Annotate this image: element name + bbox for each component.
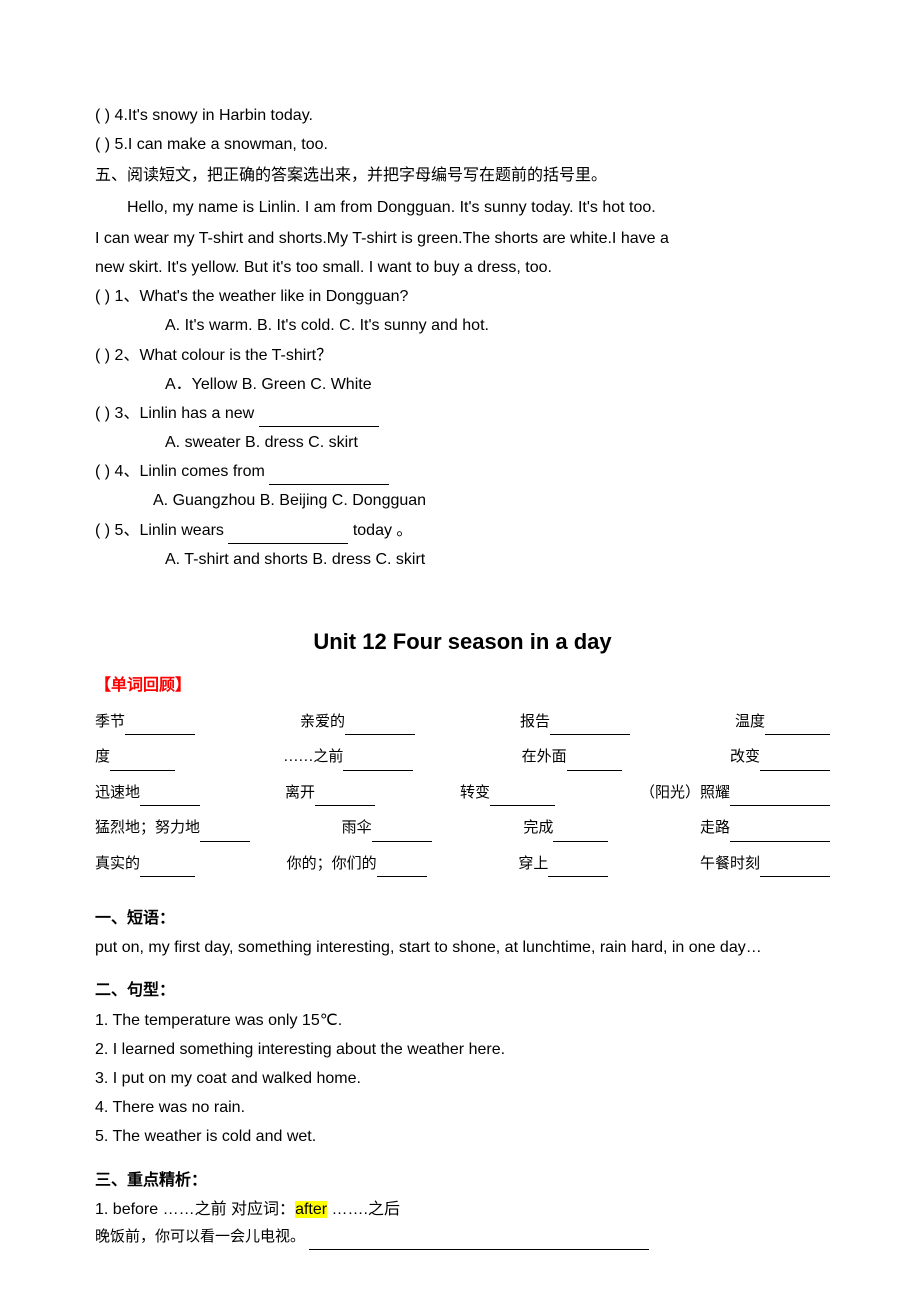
vocab-blank <box>760 770 830 771</box>
vocab-row-4: 猛烈地；努力地 雨伞 完成 走路 <box>95 816 830 842</box>
reading-q2: ( ) 2、What colour is the T-shirt？ <box>95 342 830 369</box>
blank-q4 <box>269 484 389 485</box>
reading-a4: A. Guangzhou B. Beijing C. Dongguan <box>153 487 830 514</box>
vocab-blank <box>553 841 608 842</box>
reading-a3: A. sweater B. dress C. skirt <box>165 429 830 456</box>
vocab-row-5: 真实的 你的；你们的 穿上 午餐时刻 <box>95 852 830 878</box>
question-4-line: ( ) 4.It's snowy in Harbin today. <box>95 102 830 129</box>
vocab-blank <box>110 770 175 771</box>
reading-q4: ( ) 4、Linlin comes from <box>95 458 830 485</box>
reading-passage-line-2: I can wear my T-shirt and shorts.My T-sh… <box>95 225 830 252</box>
sentence-2: 2. I learned something interesting about… <box>95 1036 830 1063</box>
vocab-2-3: 在外面 <box>522 749 567 765</box>
vocab-blank <box>343 770 413 771</box>
vocab-3-4: （阳光）照耀 <box>640 785 730 801</box>
vocab-2-4: 改变 <box>730 749 760 765</box>
vocab-4-2: 雨伞 <box>342 820 372 836</box>
vocab-4-4: 走路 <box>700 820 730 836</box>
vocab-blank <box>490 805 555 806</box>
vocab-4-3: 完成 <box>523 820 553 836</box>
phrases-content: put on, my first day, something interest… <box>95 934 830 961</box>
vocab-3-3: 转变 <box>460 785 490 801</box>
section-five-title: 五、阅读短文，把正确的答案选出来，并把字母编号写在题前的括号里。 <box>95 162 830 189</box>
vocab-3-1: 迅速地 <box>95 785 140 801</box>
question-5-line: ( ) 5.I can make a snowman, too. <box>95 131 830 158</box>
vocab-5-2: 你的；你们的 <box>287 856 377 872</box>
reading-q3: ( ) 3、Linlin has a new <box>95 400 830 427</box>
vocab-2-1: 度 <box>95 749 110 765</box>
reading-q5-pre: ( ) 5、Linlin wears <box>95 522 228 539</box>
vocab-blank <box>730 841 830 842</box>
vocab-2-2: ……之前 <box>283 749 343 765</box>
reading-a2: A．Yellow B. Green C. White <box>165 371 830 398</box>
highlighted-word: after <box>295 1201 327 1218</box>
vocab-blank <box>345 734 415 735</box>
vocab-row-2: 度 ……之前 在外面 改变 <box>95 745 830 771</box>
vocab-row-3: 迅速地 离开 转变 （阳光）照耀 <box>95 781 830 807</box>
sentence-1: 1. The temperature was only 15℃. <box>95 1007 830 1034</box>
vocab-3-2: 离开 <box>285 785 315 801</box>
phrases-title: 一、短语： <box>95 905 830 932</box>
vocab-row-1: 季节 亲爱的 报告 温度 <box>95 710 830 736</box>
vocab-1-1: 季节 <box>95 714 125 730</box>
sentence-5: 5. The weather is cold and wet. <box>95 1123 830 1150</box>
vocab-5-4: 午餐时刻 <box>700 856 760 872</box>
vocab-blank <box>548 876 608 877</box>
vocab-1-3: 报告 <box>520 714 550 730</box>
vocab-1-2: 亲爱的 <box>300 714 345 730</box>
reading-q5: ( ) 5、Linlin wears today 。 <box>95 517 830 544</box>
sentences-title: 二、句型： <box>95 977 830 1004</box>
vocab-blank <box>765 734 830 735</box>
vocab-review-header: 【单词回顾】 <box>95 672 830 699</box>
analysis-line-2-pre: 晚饭前，你可以看一会儿电视。 <box>95 1229 309 1245</box>
reading-q5-post: today 。 <box>348 522 412 539</box>
sentence-4: 4. There was no rain. <box>95 1094 830 1121</box>
analysis-line-1-pre: 1. before ……之前 对应词： <box>95 1201 295 1218</box>
reading-q3-text: ( ) 3、Linlin has a new <box>95 405 259 422</box>
reading-passage-line-3: new skirt. It's yellow. But it's too sma… <box>95 254 830 281</box>
analysis-line-1: 1. before ……之前 对应词：after …….之后 <box>95 1196 830 1223</box>
vocab-blank <box>125 734 195 735</box>
analysis-title: 三、重点精析： <box>95 1167 830 1194</box>
vocab-blank <box>372 841 432 842</box>
reading-a1: A. It's warm. B. It's cold. C. It's sunn… <box>165 312 830 339</box>
vocab-blank <box>200 841 250 842</box>
vocab-blank <box>730 805 830 806</box>
vocab-1-4: 温度 <box>735 714 765 730</box>
analysis-line-2: 晚饭前，你可以看一会儿电视。 <box>95 1225 830 1251</box>
reading-q4-text: ( ) 4、Linlin comes from <box>95 463 269 480</box>
reading-passage-line-1: Hello, my name is Linlin. I am from Dong… <box>95 194 830 221</box>
vocab-blank <box>140 805 200 806</box>
vocab-5-1: 真实的 <box>95 856 140 872</box>
unit-title: Unit 12 Four season in a day <box>95 623 830 660</box>
vocab-5-3: 穿上 <box>518 856 548 872</box>
vocab-4-1: 猛烈地；努力地 <box>95 820 200 836</box>
vocab-blank <box>567 770 622 771</box>
vocab-blank <box>315 805 375 806</box>
blank-q3 <box>259 426 379 427</box>
vocab-blank <box>760 876 830 877</box>
analysis-line-1-post: …….之后 <box>327 1201 400 1218</box>
analysis-blank <box>309 1249 649 1250</box>
vocab-blank <box>377 876 427 877</box>
sentence-3: 3. I put on my coat and walked home. <box>95 1065 830 1092</box>
vocab-blank <box>550 734 630 735</box>
blank-q5 <box>228 543 348 544</box>
vocab-blank <box>140 876 195 877</box>
reading-a5: A. T-shirt and shorts B. dress C. skirt <box>165 546 830 573</box>
reading-q1: ( ) 1、What's the weather like in Donggua… <box>95 283 830 310</box>
